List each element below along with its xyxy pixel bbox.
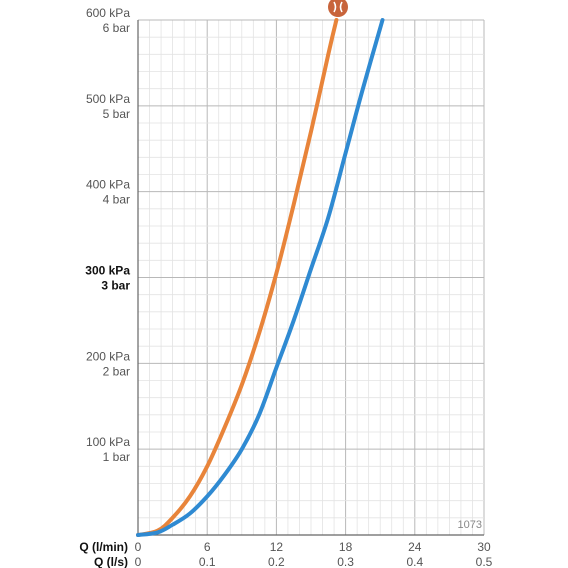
y-tick-label-kpa: 500 kPa [86, 92, 130, 106]
x-tick-label-ls: 0.2 [268, 555, 285, 568]
y-tick-label-bar: 3 bar [101, 279, 130, 293]
chart-code-label: 1073 [458, 519, 482, 531]
x-tick-label-lmin: 24 [408, 540, 422, 554]
x-tick-label-ls: 0 [135, 555, 142, 568]
y-tick-label-kpa: 400 kPa [86, 178, 130, 192]
x-axis-label-ls: Q (l/s) [94, 555, 128, 568]
x-tick-label-lmin: 0 [135, 540, 142, 554]
x-tick-label-ls: 0.4 [406, 555, 423, 568]
y-tick-label-kpa: 200 kPa [86, 349, 130, 363]
chart-grid [137, 19, 485, 536]
y-tick-label-bar: 2 bar [103, 364, 130, 378]
series-line-2 [136, 18, 385, 537]
x-tick-label-ls: 0.5 [476, 555, 493, 568]
x-tick-label-ls: 0.1 [199, 555, 216, 568]
nozzle-icon [328, 0, 348, 17]
x-axis-ticks: 00 60.1 120.2 180.3 240.4 300.5 [135, 540, 493, 568]
x-tick-label-lmin: 18 [339, 540, 353, 554]
x-tick-label-lmin: 6 [204, 540, 211, 554]
x-tick-label-lmin: 12 [270, 540, 284, 554]
y-tick-label-bar: 1 bar [103, 450, 130, 464]
y-tick-label-kpa: 300 kPa [85, 264, 130, 278]
x-tick-label-lmin: 30 [477, 540, 491, 554]
x-tick-label-ls: 0.3 [337, 555, 354, 568]
x-axis-label-lmin: Q (l/min) [79, 540, 128, 554]
series-line-1 [136, 18, 339, 537]
y-tick-label-bar: 4 bar [103, 193, 130, 207]
y-tick-label-kpa: 600 kPa [86, 6, 130, 20]
y-tick-label-kpa: 100 kPa [86, 435, 130, 449]
y-tick-label-bar: 6 bar [103, 21, 130, 35]
y-tick-label-bar: 5 bar [103, 107, 130, 121]
chart-series [136, 18, 385, 537]
